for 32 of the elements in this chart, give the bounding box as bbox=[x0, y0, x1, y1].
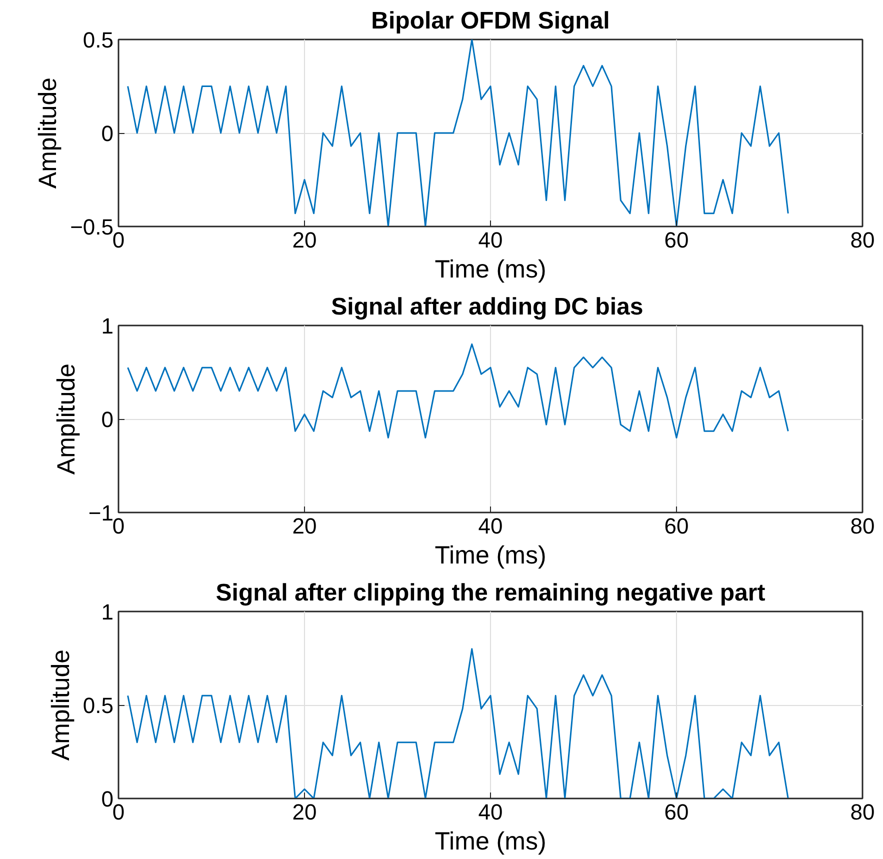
x-tick-label: 80 bbox=[850, 800, 875, 824]
x-axis-title: Time (ms) bbox=[434, 542, 546, 570]
y-tick-label: −1 bbox=[88, 500, 114, 526]
y-tick-label: 1 bbox=[101, 314, 114, 338]
x-tick-label: 80 bbox=[850, 228, 875, 252]
y-tick-label: 0 bbox=[101, 407, 114, 432]
x-tick-label: 60 bbox=[664, 228, 689, 252]
chart-title: Bipolar OFDM Signal bbox=[371, 8, 610, 34]
y-tick-label: 0 bbox=[101, 121, 114, 146]
x-tick-label: 40 bbox=[478, 514, 503, 538]
y-axis-title: Amplitude bbox=[46, 649, 75, 761]
x-tick-label: 80 bbox=[850, 514, 875, 538]
y-axis-title: Amplitude bbox=[52, 363, 80, 475]
x-tick-label: 20 bbox=[292, 228, 317, 252]
chart-title: Signal after adding DC bias bbox=[331, 294, 644, 320]
chart-title: Signal after clipping the remaining negative part bbox=[216, 580, 766, 606]
x-tick-label: 60 bbox=[664, 514, 689, 538]
line-series bbox=[127, 343, 789, 438]
y-axis-title: Amplitude bbox=[34, 77, 62, 189]
x-tick-label: 20 bbox=[292, 800, 317, 824]
x-axis-title: Time (ms) bbox=[434, 256, 546, 284]
x-tick-label: 60 bbox=[664, 800, 689, 824]
x-tick-label: 40 bbox=[478, 800, 503, 824]
y-tick-label: 0.5 bbox=[82, 693, 114, 718]
y-tick-label: 0.5 bbox=[82, 28, 114, 52]
x-axis-title: Time (ms) bbox=[434, 828, 546, 856]
line-series bbox=[127, 40, 789, 226]
x-tick-label: 40 bbox=[478, 228, 503, 252]
y-tick-label: −0.5 bbox=[70, 214, 114, 240]
line-series bbox=[127, 648, 789, 798]
x-tick-label: 20 bbox=[292, 514, 317, 538]
y-tick-label: 1 bbox=[101, 600, 114, 624]
